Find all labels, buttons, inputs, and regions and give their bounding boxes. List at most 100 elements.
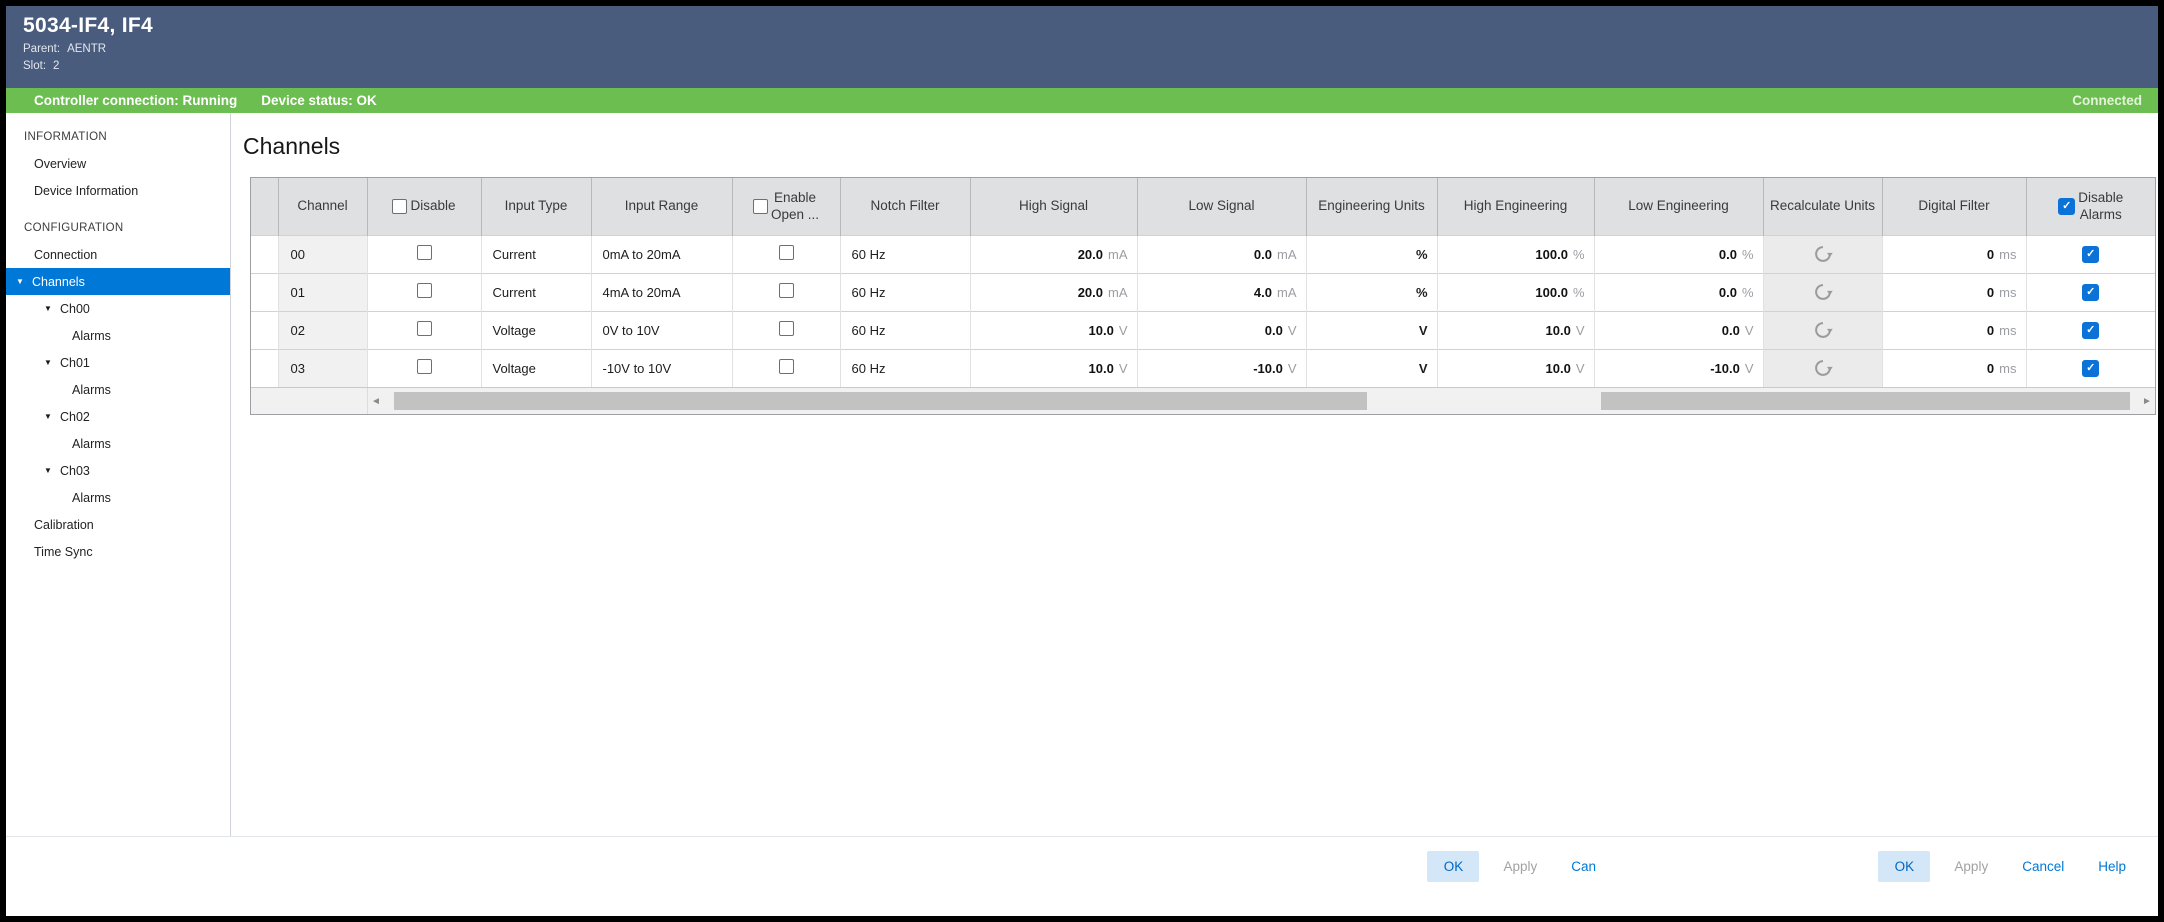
low_signal-value[interactable]: 0.0 <box>1264 322 1283 338</box>
cell-notch_filter[interactable]: 60 Hz <box>839 310 970 349</box>
cell-low_eng[interactable]: 0.0% <box>1593 272 1763 311</box>
ok-button[interactable]: OK <box>1878 851 1931 882</box>
digital_filter-value[interactable]: 0 <box>1986 360 1995 376</box>
cell-eng_units[interactable]: V <box>1305 310 1437 349</box>
cell-input_range[interactable]: 0mA to 20mA <box>590 234 732 273</box>
low_eng-value[interactable]: 0.0 <box>1721 322 1740 338</box>
cell-input_range[interactable]: 4mA to 20mA <box>590 272 732 311</box>
help-button[interactable]: Help <box>2088 851 2136 882</box>
row-selector[interactable] <box>251 272 278 311</box>
enable_open-checkbox[interactable] <box>778 283 794 298</box>
enable_open-checkbox[interactable] <box>778 359 794 375</box>
high_signal-value[interactable]: 10.0 <box>1088 322 1114 338</box>
sidebar-item-time-sync[interactable]: Time Sync <box>6 538 230 565</box>
row-selector[interactable] <box>251 234 278 273</box>
high_signal-value[interactable]: 20.0 <box>1077 246 1103 262</box>
apply-button[interactable]: Apply <box>1493 851 1547 882</box>
sidebar-item-ch03[interactable]: ▼ Ch03 <box>6 457 230 484</box>
sidebar-item-ch01[interactable]: ▼ Ch01 <box>6 349 230 376</box>
cell-high_signal[interactable]: 10.0 V <box>969 310 1137 349</box>
cell-digital_filter[interactable]: 0 ms <box>1881 272 2026 311</box>
cell-input_type[interactable]: Voltage <box>480 348 591 387</box>
cell-high_signal[interactable]: 20.0 mA <box>969 234 1137 273</box>
disable-header-checkbox[interactable] <box>392 198 408 214</box>
cell-eng_units[interactable]: V <box>1305 348 1437 387</box>
digital_filter-value[interactable]: 0 <box>1986 284 1995 300</box>
disable-checkbox[interactable] <box>416 359 432 375</box>
scroll-left-arrow-icon[interactable]: ◄ <box>371 395 381 407</box>
enable_open-checkbox[interactable] <box>778 321 794 336</box>
sidebar-item-connection[interactable]: Connection <box>6 241 230 268</box>
sidebar-item-ch00[interactable]: ▼ Ch00 <box>6 295 230 322</box>
cancel-button[interactable]: Cancel <box>2012 851 2074 882</box>
cell-notch_filter[interactable]: 60 Hz <box>839 272 970 311</box>
scroll-right-arrow-icon[interactable]: ► <box>2142 395 2152 407</box>
high_eng-value[interactable]: 10.0 <box>1545 322 1571 338</box>
recalculate-icon[interactable] <box>1812 243 1834 265</box>
recalculate-units-button[interactable] <box>1762 234 1882 273</box>
low_signal-value[interactable]: -10.0 <box>1253 360 1283 376</box>
sidebar-item-channels[interactable]: ▼ Channels <box>6 268 230 295</box>
cell-eng_units[interactable]: % <box>1305 234 1437 273</box>
tree-expand-icon[interactable]: ▼ <box>44 466 52 475</box>
cell-high_eng[interactable]: 10.0 V <box>1436 310 1594 349</box>
tree-expand-icon[interactable]: ▼ <box>44 412 52 421</box>
recalculate-units-button[interactable] <box>1762 310 1882 349</box>
ok-button[interactable]: OK <box>1427 851 1480 882</box>
sidebar-item-ch02-alarms[interactable]: Alarms <box>6 430 230 457</box>
cell-digital_filter[interactable]: 0 ms <box>1881 348 2026 387</box>
sidebar-item-ch01-alarms[interactable]: Alarms <box>6 376 230 403</box>
digital_filter-value[interactable]: 0 <box>1986 322 1995 338</box>
cell-low_eng[interactable]: 0.0 V <box>1593 310 1763 349</box>
row-selector[interactable] <box>251 310 278 349</box>
recalculate-icon[interactable] <box>1812 319 1834 341</box>
cell-eng_units[interactable]: % <box>1305 272 1437 311</box>
disable-checkbox[interactable] <box>416 283 432 298</box>
low_eng-value[interactable]: 0.0 <box>1718 284 1737 300</box>
enable_open-header-checkbox[interactable] <box>752 198 768 214</box>
high_eng-value[interactable]: 10.0 <box>1545 360 1571 376</box>
low_eng-value[interactable]: -10.0 <box>1710 360 1740 376</box>
cell-low_signal[interactable]: -10.0 V <box>1136 348 1306 387</box>
recalculate-units-button[interactable] <box>1762 272 1882 311</box>
low_signal-value[interactable]: 0.0 <box>1253 246 1272 262</box>
can-button[interactable]: Can <box>1561 851 1606 882</box>
sidebar-item-device-information[interactable]: Device Information <box>6 177 230 204</box>
scrollbar-thumb[interactable] <box>394 392 1367 410</box>
cell-digital_filter[interactable]: 0 ms <box>1881 310 2026 349</box>
cell-high_eng[interactable]: 10.0 V <box>1436 348 1594 387</box>
disable_alarms-checkbox[interactable] <box>2082 246 2100 263</box>
sidebar-item-ch02[interactable]: ▼ Ch02 <box>6 403 230 430</box>
disable_alarms-checkbox[interactable] <box>2082 284 2100 301</box>
low_signal-value[interactable]: 4.0 <box>1253 284 1272 300</box>
cell-input_type[interactable]: Voltage <box>480 310 591 349</box>
scrollbar-thumb[interactable] <box>1601 392 2130 410</box>
cell-low_signal[interactable]: 4.0 mA <box>1136 272 1306 311</box>
cell-low_signal[interactable]: 0.0 V <box>1136 310 1306 349</box>
disable-checkbox[interactable] <box>416 245 432 260</box>
digital_filter-value[interactable]: 0 <box>1986 246 1995 262</box>
cell-input_type[interactable]: Current <box>480 272 591 311</box>
sidebar-item-calibration[interactable]: Calibration <box>6 511 230 538</box>
enable_open-checkbox[interactable] <box>778 245 794 260</box>
high_signal-value[interactable]: 20.0 <box>1077 284 1103 300</box>
cell-notch_filter[interactable]: 60 Hz <box>839 348 970 387</box>
cell-high_signal[interactable]: 10.0 V <box>969 348 1137 387</box>
high_eng-value[interactable]: 100.0 <box>1535 284 1568 300</box>
recalculate-units-button[interactable] <box>1762 348 1882 387</box>
disable_alarms-checkbox[interactable] <box>2082 360 2100 378</box>
tree-expand-icon[interactable]: ▼ <box>16 277 24 286</box>
high_eng-value[interactable]: 100.0 <box>1535 246 1568 262</box>
sidebar-item-overview[interactable]: Overview <box>6 150 230 177</box>
tree-expand-icon[interactable]: ▼ <box>44 304 52 313</box>
cell-low_signal[interactable]: 0.0 mA <box>1136 234 1306 273</box>
cell-low_eng[interactable]: -10.0 V <box>1593 348 1763 387</box>
disable_alarms-header-checkbox[interactable] <box>2058 197 2076 215</box>
scrollbar-track[interactable]: ◄ ► <box>368 388 2155 414</box>
cell-input_range[interactable]: 0V to 10V <box>590 310 732 349</box>
tree-expand-icon[interactable]: ▼ <box>44 358 52 367</box>
cell-input_range[interactable]: -10V to 10V <box>590 348 732 387</box>
cell-high_eng[interactable]: 100.0% <box>1436 234 1594 273</box>
high_signal-value[interactable]: 10.0 <box>1088 360 1114 376</box>
sidebar-item-ch00-alarms[interactable]: Alarms <box>6 322 230 349</box>
